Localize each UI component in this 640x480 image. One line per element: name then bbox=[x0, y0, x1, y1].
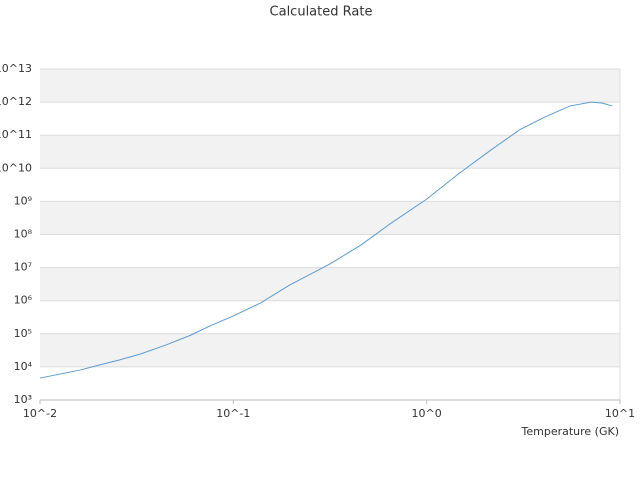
chart-title: Calculated Rate bbox=[270, 5, 373, 20]
band bbox=[40, 201, 620, 235]
y-tick-label: 10⁴ bbox=[14, 360, 33, 373]
line bbox=[39, 101, 613, 379]
band bbox=[40, 333, 620, 367]
y-tick-label: 10⁷ bbox=[14, 261, 32, 274]
y-tick-label: 10⁵ bbox=[14, 327, 32, 340]
x-axis-label: Temperature (GK) bbox=[521, 425, 620, 438]
band bbox=[40, 267, 620, 301]
x-tick-label: 10^-1 bbox=[216, 407, 250, 420]
y-tick-label: 10^10 bbox=[0, 161, 32, 174]
y-tick-label: 10⁸ bbox=[14, 228, 33, 241]
x-tick-label: 10^-2 bbox=[23, 407, 57, 420]
y-tick-label: 10³ bbox=[14, 393, 32, 406]
y-tick-label: 10^13 bbox=[0, 62, 32, 75]
band bbox=[40, 135, 620, 169]
y-tick-label: 10^12 bbox=[0, 95, 32, 108]
y-tick-label: 10⁶ bbox=[14, 294, 33, 307]
y-tick-label: 10⁹ bbox=[14, 194, 32, 207]
x-tick-label: 10^0 bbox=[412, 407, 442, 420]
x-tick-label: 10^1 bbox=[605, 407, 635, 420]
y-tick-label: 10^11 bbox=[0, 128, 32, 141]
band bbox=[40, 69, 620, 103]
